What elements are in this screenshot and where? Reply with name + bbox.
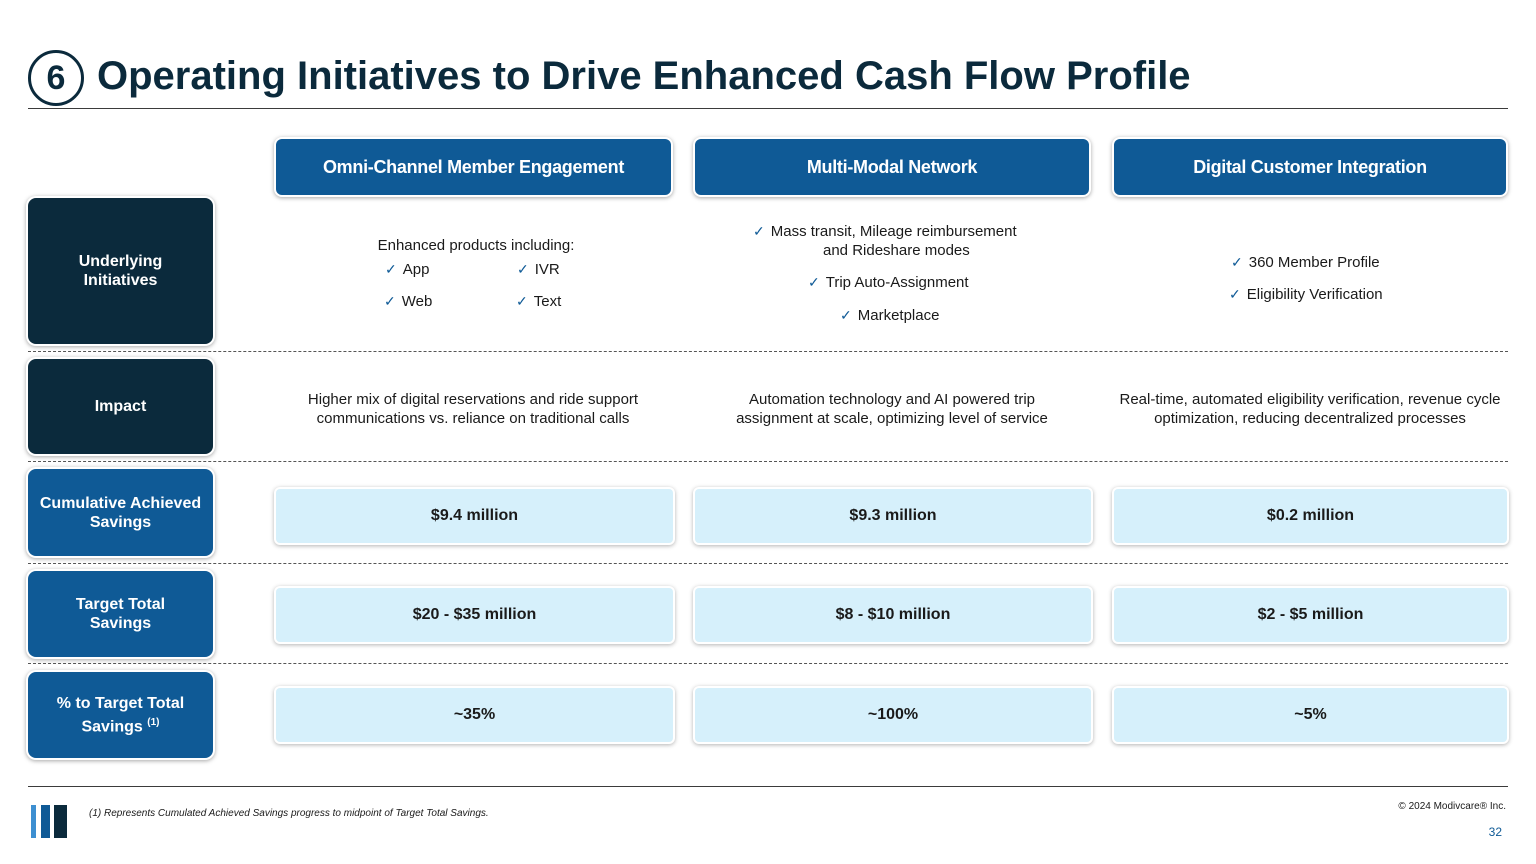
impact-text-omni-channel: Higher mix of digital reservations and r…: [307, 391, 639, 427]
copyright: © 2024 Modivcare® Inc.: [1398, 801, 1506, 812]
impact-text-multi-modal: Automation technology and AI powered tri…: [736, 391, 1048, 427]
column-header-omni-channel: Omni-Channel Member Engagement: [276, 139, 671, 195]
row-divider: [28, 351, 1508, 352]
column-header-multi-modal: Multi-Modal Network: [695, 139, 1089, 195]
check-icon: ✓: [1231, 254, 1243, 270]
impact-text-digital-customer: Real-time, automated eligibility verific…: [1119, 391, 1501, 427]
target-savings-omni-channel: $20 - $35 million: [276, 588, 673, 642]
initiative-item: ✓ Mass transit, Mileage reimbursement: [753, 223, 1017, 240]
row-divider: [28, 461, 1508, 462]
section-number: 6: [46, 58, 66, 97]
title-divider: [28, 108, 1508, 109]
check-icon: ✓: [516, 293, 528, 309]
initiative-item: ✓ 360 Member Profile: [1231, 254, 1380, 271]
pct-to-target-omni-channel: ~35%: [276, 688, 673, 742]
cumulative-savings-omni-channel: $9.4 million: [276, 489, 673, 543]
row-label-text: Underlying Initiatives: [78, 253, 163, 289]
row-label-text: Cumulative Achieved Savings: [39, 494, 202, 531]
section-number-badge: 6: [28, 50, 84, 106]
check-icon: ✓: [753, 223, 765, 239]
row-label-text: % to Target Total Savings (1): [56, 694, 185, 736]
row-label-cumulative-savings: Cumulative Achieved Savings: [28, 469, 213, 556]
row-label-text: Impact: [94, 398, 147, 415]
cumulative-savings-multi-modal: $9.3 million: [695, 489, 1091, 543]
row-label-impact: Impact: [28, 359, 213, 454]
initiative-item: ✓ IVR: [517, 261, 560, 278]
footer-divider: [28, 786, 1508, 787]
page-number: 32: [1488, 825, 1502, 839]
check-icon: ✓: [517, 261, 529, 277]
pct-to-target-multi-modal: ~100%: [695, 688, 1091, 742]
row-label-pct-to-target: % to Target Total Savings (1): [28, 672, 213, 758]
footnote-marker: (1): [147, 716, 160, 728]
footnote: (1) Represents Cumulated Achieved Saving…: [89, 808, 489, 819]
initiative-item: ✓ Web: [384, 293, 433, 310]
check-icon: ✓: [1229, 286, 1241, 302]
check-icon: ✓: [840, 307, 852, 323]
row-label-text: Target Total Savings: [75, 596, 166, 632]
row-divider: [28, 563, 1508, 564]
target-savings-multi-modal: $8 - $10 million: [695, 588, 1091, 642]
row-label-target-savings: Target Total Savings: [28, 571, 213, 657]
check-icon: ✓: [385, 261, 397, 277]
check-icon: ✓: [384, 293, 396, 309]
pct-to-target-digital-customer: ~5%: [1114, 688, 1507, 742]
initiatives-intro: Enhanced products including:: [377, 237, 575, 254]
column-header-digital-customer: Digital Customer Integration: [1114, 139, 1506, 195]
page-title: Operating Initiatives to Drive Enhanced …: [97, 54, 1191, 98]
initiative-item: ✓ Trip Auto-Assignment: [808, 274, 969, 291]
initiative-item: ✓ App: [385, 261, 430, 278]
initiative-item: ✓ Marketplace: [840, 307, 940, 324]
initiative-item: ✓ Eligibility Verification: [1229, 286, 1383, 303]
check-icon: ✓: [808, 274, 820, 290]
row-label-underlying-initiatives: Underlying Initiatives: [28, 198, 213, 344]
row-divider: [28, 663, 1508, 664]
target-savings-digital-customer: $2 - $5 million: [1114, 588, 1507, 642]
initiative-item-continued: and Rideshare modes: [823, 242, 970, 259]
company-logo-icon: [31, 805, 67, 838]
initiative-item: ✓ Text: [516, 293, 562, 310]
cumulative-savings-digital-customer: $0.2 million: [1114, 489, 1507, 543]
